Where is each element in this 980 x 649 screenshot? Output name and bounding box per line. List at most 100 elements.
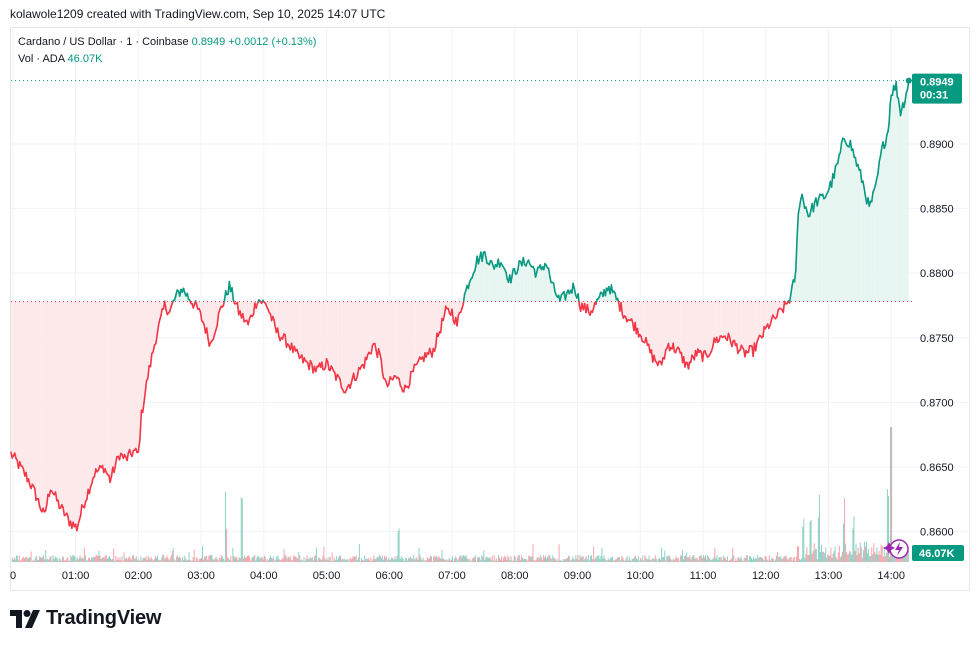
price-segment <box>547 267 551 278</box>
volume-bar <box>527 560 529 562</box>
volume-bar <box>326 558 328 562</box>
price-segment <box>798 198 802 208</box>
volume-bar <box>391 557 393 562</box>
volume-bar <box>674 558 676 562</box>
volume-bar <box>667 556 669 562</box>
volume-bar <box>759 556 761 562</box>
area-segment <box>294 301 296 351</box>
price-segment <box>215 324 219 331</box>
volume-bar <box>827 554 829 562</box>
volume-bar <box>230 555 232 562</box>
volume-bar <box>514 556 516 562</box>
volume-bar <box>777 551 779 562</box>
volume-bar <box>365 559 367 562</box>
area-segment <box>728 301 730 338</box>
volume-bar <box>701 557 703 562</box>
area-segment <box>201 301 203 323</box>
area-segment <box>515 273 517 302</box>
volume-bar <box>583 559 585 562</box>
price-segment <box>687 361 691 370</box>
area-segment <box>638 301 640 337</box>
area-segment <box>40 301 42 512</box>
price-segment <box>326 360 330 371</box>
volume-label[interactable]: Vol · ADA <box>18 53 65 65</box>
area-segment <box>845 141 847 302</box>
area-segment <box>682 301 684 363</box>
area-segment <box>646 301 648 346</box>
volume-bar <box>302 560 304 562</box>
price-axis[interactable]: 0.86000.86500.87000.87500.88000.88500.89… <box>920 139 954 539</box>
volume-bar <box>149 559 151 562</box>
area-segment <box>311 301 314 373</box>
volume-bar <box>33 560 35 562</box>
area-segment <box>287 301 289 346</box>
volume-bar <box>52 555 54 562</box>
area-segment <box>63 301 65 516</box>
area-segment <box>748 301 750 353</box>
area-segment <box>473 271 475 302</box>
volume-bar <box>151 559 153 562</box>
area-segment <box>324 301 326 370</box>
volume-bar <box>520 555 522 562</box>
volume-bar <box>582 556 584 562</box>
volume-bar <box>399 558 401 562</box>
volume-bar <box>525 559 527 562</box>
price-segment <box>34 488 37 502</box>
volume-bar <box>128 556 130 562</box>
price-segment <box>797 206 801 215</box>
volume-bar <box>447 559 449 562</box>
area-segment <box>800 194 803 302</box>
volume-bar <box>346 559 348 562</box>
volume-bar <box>611 556 613 562</box>
area-segment <box>747 301 749 353</box>
volume-bar <box>289 556 291 562</box>
volume-bar <box>231 560 233 562</box>
volume-bar <box>281 558 283 562</box>
area-segment <box>400 301 402 388</box>
area-segment <box>125 301 128 461</box>
volume-bar <box>685 555 687 562</box>
volume-bar <box>100 559 102 562</box>
area-segment <box>730 301 732 347</box>
price-segment <box>888 103 891 125</box>
area-segment <box>367 301 369 355</box>
volume-bar <box>112 558 114 562</box>
price-segment <box>363 356 367 369</box>
area-segment <box>906 89 908 302</box>
volume-bar <box>181 560 183 562</box>
volume-bar <box>784 556 786 562</box>
area-segment <box>624 301 626 318</box>
volume-bar <box>141 560 143 562</box>
brand-footer[interactable]: TradingView <box>10 607 161 630</box>
price-segment <box>690 354 693 364</box>
area-segment <box>897 96 899 302</box>
time-axis[interactable]: 0 01:00 02:00 03:00 04:00 05:00 06:00 07:00 08:0… <box>10 570 905 582</box>
area-segment <box>668 301 670 351</box>
area-segment <box>866 197 868 302</box>
volume-bar <box>451 556 453 562</box>
volume-bar <box>756 558 758 562</box>
volume-bar <box>314 555 316 562</box>
area-segment <box>470 277 473 302</box>
volume-bar <box>543 557 545 562</box>
symbol-name[interactable]: Cardano / US Dollar · 1 · Coinbase <box>18 36 189 48</box>
price-segment <box>877 160 881 175</box>
price-segment <box>505 271 509 280</box>
area-segment <box>520 261 522 302</box>
volume-bar <box>873 543 875 562</box>
price-segment <box>485 255 488 264</box>
area-segment <box>319 301 321 368</box>
price-segment <box>114 455 118 466</box>
volume-bar <box>608 560 610 562</box>
volume-bar <box>393 559 395 562</box>
volume-bar <box>657 558 659 562</box>
area-segment <box>123 301 125 459</box>
volume-bar <box>465 555 467 562</box>
area-segment <box>408 301 410 388</box>
volume-bar <box>307 559 309 562</box>
volume-bar <box>160 560 162 562</box>
volume-bar <box>736 560 738 562</box>
price-segment <box>870 191 874 203</box>
volume-bar <box>339 555 341 562</box>
